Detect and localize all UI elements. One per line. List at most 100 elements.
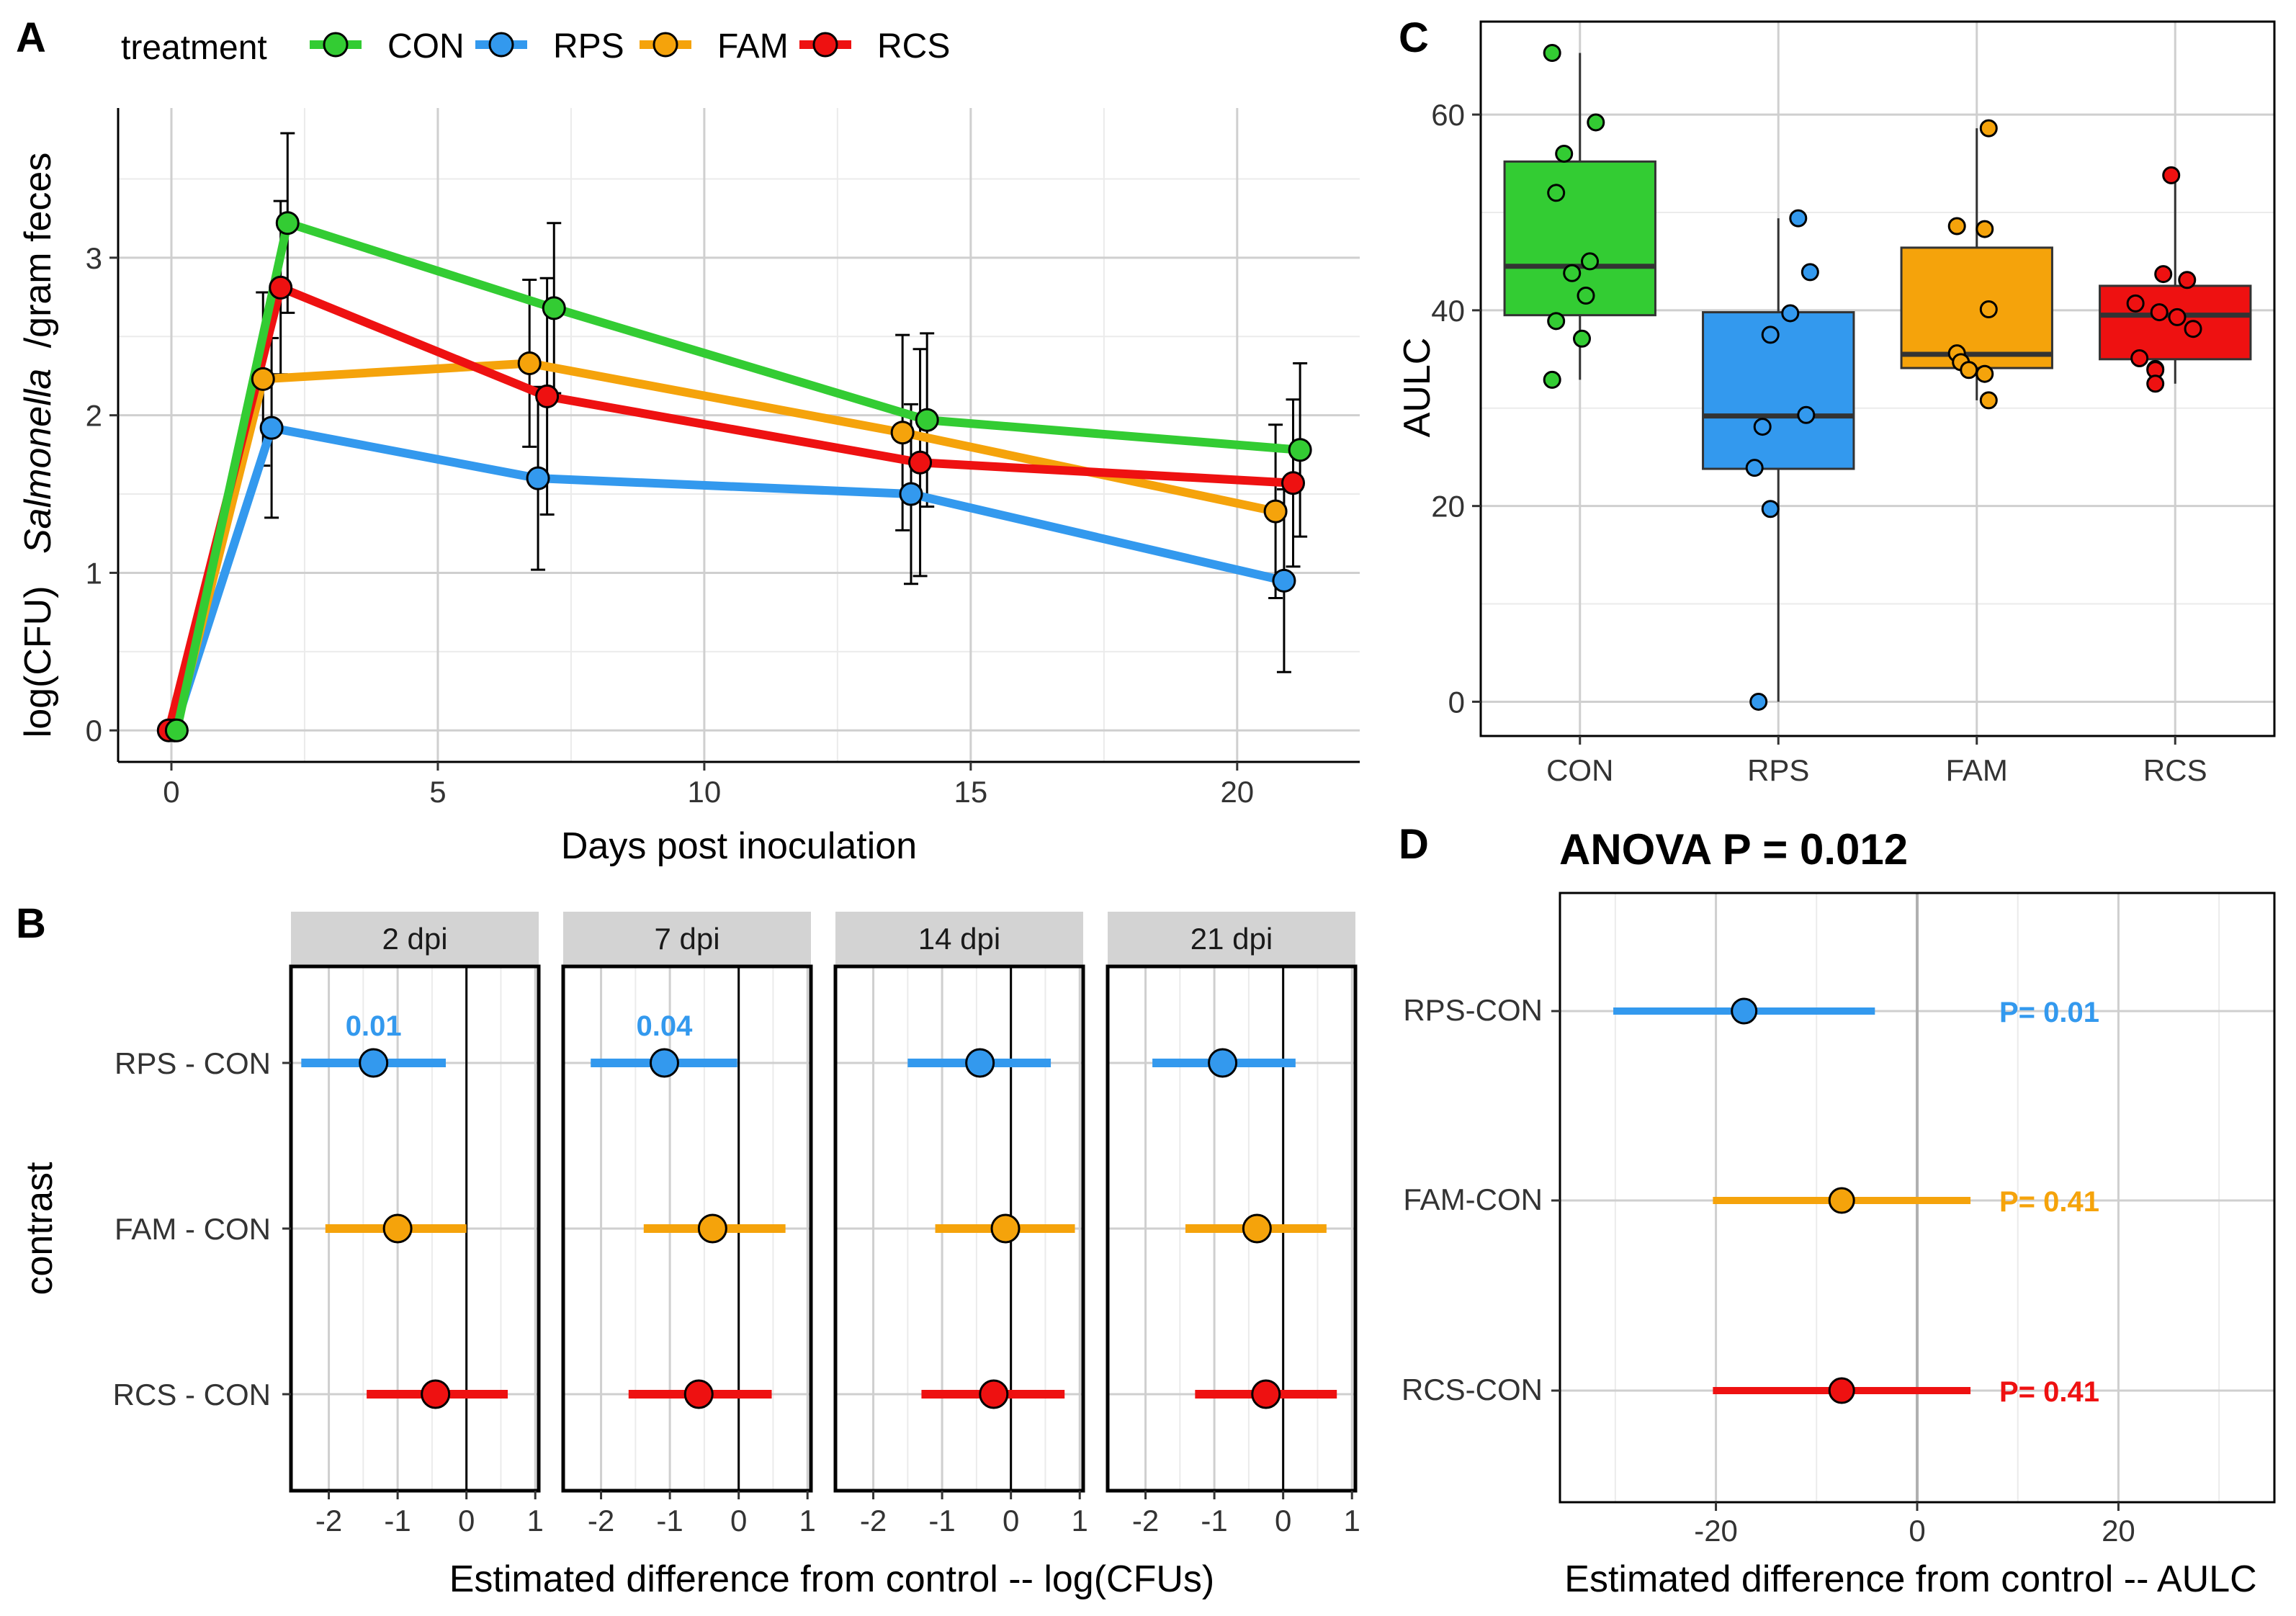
panel-b-contrast-label: FAM - CON [115,1212,271,1246]
panel-b-x-tick-label: -1 [928,1504,955,1538]
panel-a-y-tick-label: 2 [86,399,102,433]
panel-a-y-tick-label: 1 [86,556,102,590]
panel-a-series-line-rcs [164,283,1293,732]
legend-items: CON RPS FAM RCS [310,27,950,66]
panel-c-point-rps [1753,418,1772,436]
panel-b-strip-4 [1108,912,1355,966]
panel-a-point-con [542,296,566,320]
legend-label-rcs: RCS [877,27,950,66]
panel-d-estimate-point [1828,1187,1855,1214]
panel-b-forest-facets: 2 dpi 0.01 -2 -1 0 1 7 dpi 0.04 -2 -1 0 1 14 dpi -2 -1… [113,912,1360,1538]
panel-b-x-tick-label: 0 [458,1504,475,1538]
panel-a-y-tick-label: 0 [86,714,102,748]
panel-a-line-chart: 0 5 10 15 20 0 1 2 3 [86,108,1360,809]
panel-c-point-rcs [2154,265,2173,284]
panel-a-x-tick-label: 15 [954,775,988,809]
panel-b-estimate-point [683,1379,714,1409]
panel-a-x-axis-label: Days post inoculation [561,825,917,867]
panel-a-point-fam [890,421,915,445]
panel-b-p-value-label: 0.04 [637,1010,694,1042]
panel-a-point-rps [899,482,923,506]
legend-label-rps: RPS [553,27,624,66]
panel-b-estimate-point [990,1213,1021,1244]
legend-label-con: CON [387,27,465,66]
panel-b-x-tick-label: -1 [1201,1504,1227,1538]
panel-b-x-tick-label: -1 [656,1504,683,1538]
panel-letter-c: C [1399,14,1429,61]
panel-b-estimate-point [649,1048,679,1078]
panel-a-point-rps [526,466,550,490]
panel-letter-b: B [16,900,46,947]
panel-b-x-tick-label: 1 [527,1504,544,1538]
panel-c-point-con [1587,113,1605,132]
panel-b-facet-border [833,964,1085,1493]
panel-d-contrast-label: RCS-CON [1402,1373,1543,1406]
panel-b-strip-2 [563,912,811,966]
panel-c-point-rcs [2162,166,2181,184]
panel-b-estimate-point [965,1048,995,1078]
panel-d-x-tick-label: 0 [1909,1514,1925,1548]
panel-b-facet-border [1106,964,1358,1493]
panel-b-estimate-point [382,1213,413,1244]
panel-c-point-rps [1789,209,1808,228]
panel-c-point-rcs [2126,294,2145,313]
panel-b-estimate-point [359,1048,389,1078]
panel-c-point-rps [1761,500,1780,519]
panel-c-x-tick-label: RCS [2143,753,2207,787]
panel-c-point-con [1573,329,1592,348]
panel-d-title: ANOVA P = 0.012 [1559,825,1908,874]
panel-a-x-tick-label: 20 [1220,775,1254,809]
panel-c-point-con [1547,312,1566,331]
panel-c-point-con [1577,286,1595,305]
legend-key-point-rps [488,32,514,58]
panel-c-point-rcs [2178,271,2197,289]
panel-c-point-fam [1976,364,1994,383]
panel-c-point-fam [1960,361,1978,380]
panel-c-point-rps [1749,692,1768,711]
panel-d-x-tick-label: -20 [1694,1514,1738,1548]
panel-a-point-rcs [535,384,560,408]
legend-key-point-con [323,32,349,58]
panel-c-point-rps [1745,459,1764,477]
panel-a-point-rps [259,416,284,440]
panel-c-point-rps [1761,326,1780,344]
panel-b-y-axis-label: contrast [19,1162,60,1296]
panel-b-strip-1 [291,912,539,966]
panel-b-x-tick-label: 1 [1072,1504,1088,1538]
panel-a-y-label-part-2: Salmonella [17,369,59,554]
panel-a-x-tick-label: 5 [429,775,446,809]
legend-key-point-fam [653,32,678,58]
legend-title: treatment [121,29,267,67]
panel-b-x-tick-label: 1 [799,1504,816,1538]
panel-a-x-tick-label: 10 [688,775,722,809]
panel-b-x-tick-label: -2 [1132,1504,1159,1538]
panel-c-y-tick-label: 40 [1431,294,1465,328]
panel-c-y-axis-label: AULC [1396,338,1438,438]
legend-label-fam: FAM [717,27,789,66]
panel-b-estimate-point [1251,1379,1281,1409]
panel-c-box-fam [1900,246,2053,369]
panel-letter-d: D [1399,821,1429,868]
panel-d-p-value-label: P= 0.41 [1999,1186,2099,1218]
panel-b-x-tick-label: -1 [384,1504,411,1538]
panel-c-point-fam [1976,220,1994,238]
panel-c-point-rps [1801,263,1819,282]
panel-letter-a: A [16,14,46,61]
panel-c-point-con [1555,144,1574,163]
panel-b-strip-label: 21 dpi [1190,922,1273,956]
panel-a-point-con [915,408,939,432]
legend: treatment CON RPS FAM RCS [121,27,950,67]
panel-b-contrast-label: RPS - CON [115,1046,271,1080]
panel-c-border [1479,20,2276,737]
panel-a-y-axis-label: log(CFU) Salmonella /gram feces [17,153,59,738]
panel-b-x-tick-label: -2 [588,1504,614,1538]
panel-c-point-rcs [2168,308,2187,326]
panel-b-x-tick-label: -2 [315,1504,342,1538]
panel-a-series-line-fam [171,359,1277,732]
panel-c-point-con [1563,264,1582,282]
panel-c-point-rcs [2184,320,2202,338]
panel-b-x-tick-label: -2 [860,1504,887,1538]
panel-c-point-con [1547,184,1566,202]
panel-c-point-fam [1947,217,1966,235]
